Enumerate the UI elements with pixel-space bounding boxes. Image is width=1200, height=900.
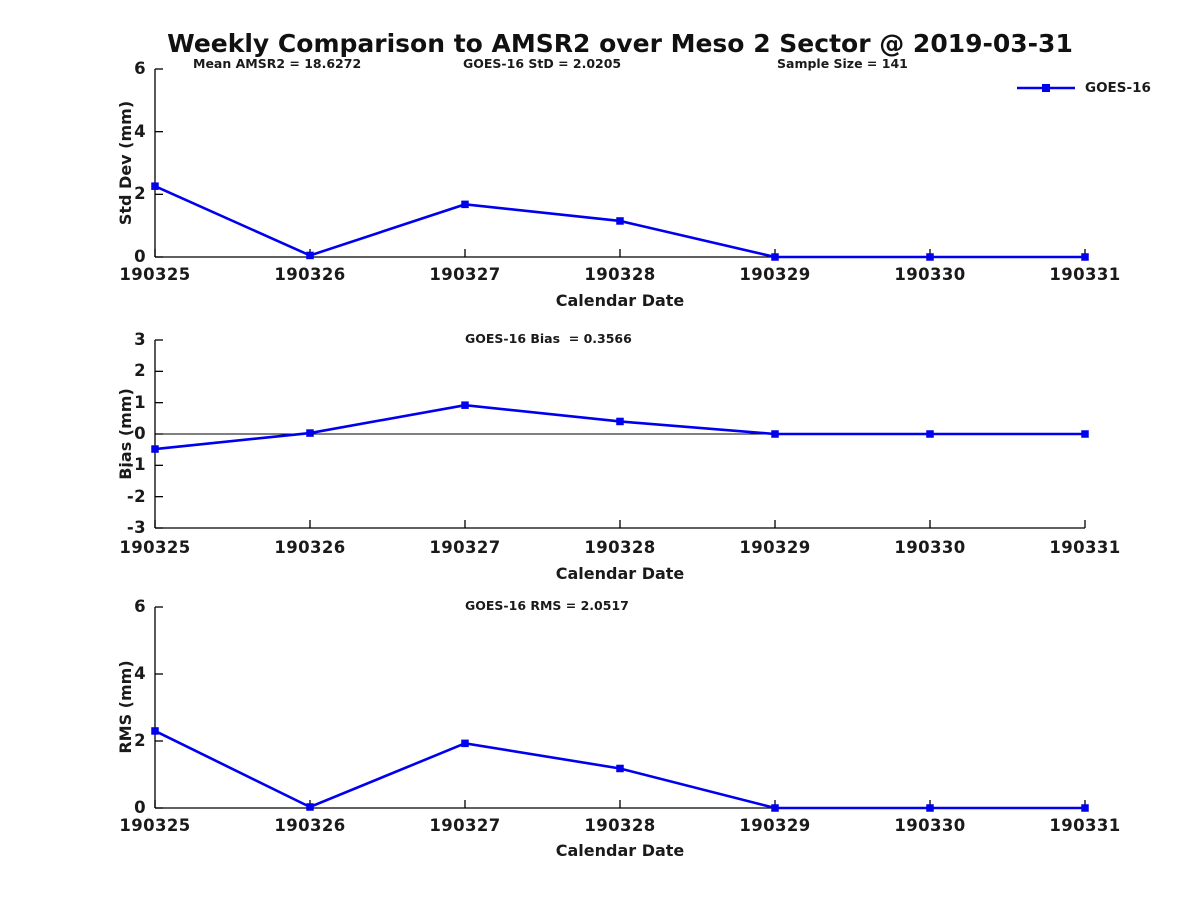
mean-amsr2-stat: Mean AMSR2 = 18.6272 (193, 56, 362, 71)
sample-size-stat: Sample Size = 141 (777, 56, 908, 71)
x-tick-label: 190327 (429, 816, 501, 835)
y-tick-label: 0 (134, 424, 146, 443)
x-axis-title-std-dev: Calendar Date (555, 291, 685, 310)
goes16-std-stat: GOES-16 StD = 2.0205 (463, 56, 622, 71)
legend-label: GOES-16 (1085, 80, 1151, 96)
y-tick-label: 2 (134, 361, 146, 381)
x-tick-label: 190330 (894, 538, 966, 557)
std-dev-data-point (771, 253, 779, 261)
y-tick-label: 0 (134, 798, 146, 817)
y-tick-label: -1 (126, 455, 146, 475)
bias-series-line (154, 403, 1085, 451)
rms-data-point (1081, 804, 1089, 812)
bias-data-point (306, 429, 314, 437)
y-tick-label: 4 (134, 121, 146, 141)
y-tick-label: 6 (134, 59, 146, 78)
bias-data-point (926, 430, 934, 438)
rms-plot (151, 606, 1089, 812)
std-dev-data-point (616, 217, 624, 225)
bias-data-point (151, 445, 159, 453)
rms-data-point (151, 727, 159, 735)
figure-title: Weekly Comparison to AMSR2 over Meso 2 S… (167, 29, 1073, 58)
x-tick-label: 190326 (274, 816, 346, 835)
x-tick-label: 190328 (584, 538, 656, 557)
y-tick-label: 6 (134, 597, 146, 616)
legend-line-marker-icon (1017, 84, 1075, 92)
std-dev-data-point (306, 251, 314, 260)
x-tick-label: 190327 (429, 265, 501, 284)
y-tick-label: 4 (134, 664, 146, 683)
x-axis-title-rms: Calendar Date (555, 841, 685, 860)
x-tick-label: 190325 (119, 538, 191, 557)
x-tick-label: 190330 (894, 265, 966, 284)
x-tick-label: 190328 (584, 816, 656, 835)
x-tick-label: 190327 (429, 538, 501, 557)
rms-data-point (771, 804, 779, 812)
y-tick-label: 2 (134, 731, 146, 750)
x-tick-label: 190326 (274, 538, 346, 557)
rms-data-point (926, 804, 934, 812)
x-axis-title-bias: Calendar Date (555, 564, 685, 583)
std-dev-plot (151, 68, 1089, 261)
x-tick-label: 190331 (1049, 265, 1121, 284)
rms-data-point (461, 739, 469, 748)
x-tick-label: 190330 (894, 816, 966, 835)
rms-annotation: GOES-16 RMS = 2.0517 (465, 598, 629, 613)
x-tick-label: 190325 (119, 816, 191, 835)
rms-data-point (306, 803, 314, 811)
std-dev-data-point (1081, 253, 1089, 261)
y-tick-label: 1 (134, 392, 146, 412)
y-tick-label: -2 (126, 486, 146, 506)
bias-plot (151, 339, 1089, 529)
std-dev-data-point (926, 253, 934, 261)
bias-data-point (461, 401, 469, 409)
x-tick-label: 190329 (739, 265, 811, 284)
x-tick-label: 190329 (739, 538, 811, 557)
x-tick-label: 190325 (119, 265, 191, 284)
std-dev-data-point (461, 200, 469, 209)
x-tick-label: 190326 (274, 265, 346, 284)
x-tick-label: 190331 (1049, 816, 1121, 835)
x-tick-label: 190328 (584, 265, 656, 284)
bias-data-point (616, 417, 624, 426)
bias-data-point (771, 430, 779, 438)
legend: GOES-16 (1015, 79, 1151, 97)
std-dev-data-point (151, 182, 159, 190)
bias-data-point (1081, 430, 1089, 438)
x-tick-label: 190331 (1049, 538, 1121, 557)
y-tick-label: 2 (134, 184, 146, 204)
y-tick-label: 3 (134, 330, 146, 349)
x-tick-label: 190329 (739, 816, 811, 835)
y-tick-label: -3 (126, 518, 146, 537)
y-tick-label: 0 (134, 247, 146, 266)
bias-annotation: GOES-16 Bias = 0.3566 (465, 331, 632, 346)
rms-data-point (616, 764, 624, 773)
